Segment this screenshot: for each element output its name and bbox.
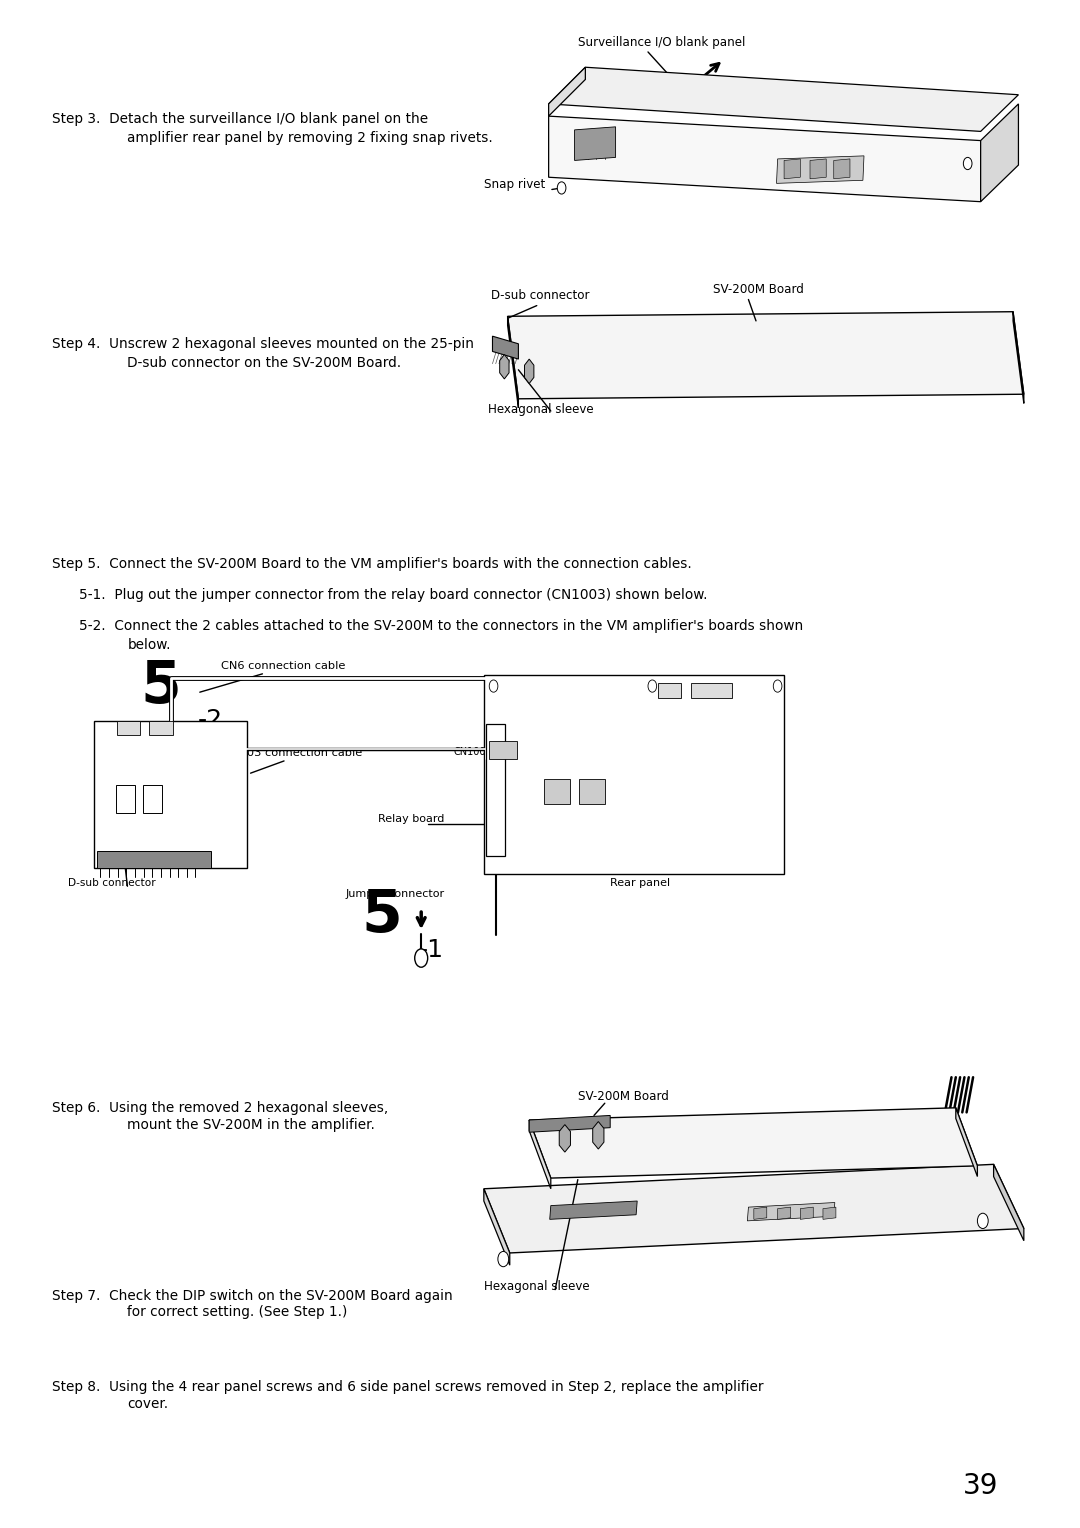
Polygon shape	[823, 1207, 836, 1219]
Polygon shape	[529, 1120, 551, 1189]
Polygon shape	[994, 1164, 1024, 1241]
Polygon shape	[777, 156, 864, 183]
Text: for correct setting. (See Step 1.): for correct setting. (See Step 1.)	[127, 1305, 348, 1319]
Text: Step 3.  Detach the surveillance I/O blank panel on the: Step 3. Detach the surveillance I/O blan…	[52, 112, 428, 125]
Text: D-sub connector: D-sub connector	[491, 289, 590, 303]
Text: D-sub connector: D-sub connector	[68, 879, 156, 888]
Text: SV-200M Board: SV-200M Board	[713, 283, 804, 296]
Text: 5-1.  Plug out the jumper connector from the relay board connector (CN1003) show: 5-1. Plug out the jumper connector from …	[79, 588, 707, 602]
Text: -2: -2	[198, 709, 222, 732]
Polygon shape	[800, 1207, 813, 1219]
Text: CN8: CN8	[579, 799, 599, 808]
Bar	[117, 721, 140, 735]
Polygon shape	[508, 316, 518, 408]
Bar	[544, 779, 570, 804]
Bar	[691, 683, 732, 698]
Text: Step 6.  Using the removed 2 hexagonal sleeves,: Step 6. Using the removed 2 hexagonal sl…	[52, 1102, 388, 1115]
Text: Step 7.  Check the DIP switch on the SV-200M Board again: Step 7. Check the DIP switch on the SV-2…	[52, 1288, 453, 1302]
Bar	[484, 675, 784, 874]
Polygon shape	[549, 67, 1018, 131]
Text: Snap rivet: Snap rivet	[484, 177, 545, 191]
Bar	[486, 724, 505, 856]
Bar	[489, 741, 517, 759]
Text: 5: 5	[140, 659, 181, 715]
Text: SV-200M Board: SV-200M Board	[133, 814, 214, 824]
Text: Relay board: Relay board	[378, 814, 444, 824]
Text: Surveillance I/O blank panel: Surveillance I/O blank panel	[578, 35, 745, 49]
Bar	[116, 785, 135, 813]
Text: CN6: CN6	[544, 799, 565, 808]
Circle shape	[489, 680, 498, 692]
Polygon shape	[529, 1108, 977, 1178]
Polygon shape	[810, 159, 826, 179]
Bar	[579, 779, 605, 804]
Text: 39: 39	[963, 1473, 998, 1500]
Polygon shape	[956, 1108, 977, 1177]
Text: Hexagonal sleeve: Hexagonal sleeve	[484, 1279, 590, 1293]
Text: Rear panel: Rear panel	[610, 879, 671, 888]
Text: cover.: cover.	[127, 1397, 168, 1410]
Bar	[143, 785, 162, 813]
Text: CN1003 connection cable: CN1003 connection cable	[216, 749, 362, 758]
Text: 5: 5	[362, 888, 403, 944]
Circle shape	[773, 680, 782, 692]
Text: amplifier rear panel by removing 2 fixing snap rivets.: amplifier rear panel by removing 2 fixin…	[127, 131, 494, 145]
Text: below.: below.	[127, 637, 171, 651]
Bar	[658, 683, 681, 698]
Text: CN6 connection cable: CN6 connection cable	[221, 662, 346, 671]
Circle shape	[415, 949, 428, 967]
Polygon shape	[529, 1115, 610, 1132]
Polygon shape	[492, 336, 518, 359]
Polygon shape	[1013, 312, 1024, 403]
Text: 5-2.  Connect the 2 cables attached to the SV-200M to the connectors in the VM a: 5-2. Connect the 2 cables attached to th…	[79, 619, 804, 633]
Text: Jumper connector: Jumper connector	[346, 889, 445, 898]
Polygon shape	[754, 1207, 767, 1219]
Polygon shape	[778, 1207, 791, 1219]
Polygon shape	[550, 1201, 637, 1219]
Polygon shape	[834, 159, 850, 179]
Text: Hexagonal sleeve: Hexagonal sleeve	[488, 402, 594, 416]
Polygon shape	[747, 1203, 835, 1221]
Polygon shape	[981, 104, 1018, 202]
Polygon shape	[549, 67, 585, 116]
Circle shape	[963, 157, 972, 170]
Polygon shape	[508, 312, 1024, 399]
Text: D-sub connector on the SV-200M Board.: D-sub connector on the SV-200M Board.	[127, 356, 402, 370]
Circle shape	[977, 1213, 988, 1229]
Text: mount the SV-200M in the amplifier.: mount the SV-200M in the amplifier.	[127, 1118, 376, 1132]
Text: Step 8.  Using the 4 rear panel screws and 6 side panel screws removed in Step 2: Step 8. Using the 4 rear panel screws an…	[52, 1380, 764, 1394]
Circle shape	[498, 1251, 509, 1267]
Text: -1: -1	[419, 938, 444, 961]
Polygon shape	[500, 354, 509, 379]
Bar	[94, 721, 247, 868]
Polygon shape	[784, 159, 800, 179]
Bar	[97, 851, 211, 868]
Circle shape	[557, 182, 566, 194]
Bar	[149, 721, 173, 735]
Polygon shape	[559, 1125, 570, 1152]
Polygon shape	[525, 359, 534, 384]
Polygon shape	[484, 1189, 510, 1265]
Polygon shape	[593, 1122, 604, 1149]
Text: Step 4.  Unscrew 2 hexagonal sleeves mounted on the 25-pin: Step 4. Unscrew 2 hexagonal sleeves moun…	[52, 338, 474, 351]
Text: SV-200M Board: SV-200M Board	[578, 1089, 669, 1103]
Text: CN1003: CN1003	[454, 747, 492, 756]
Circle shape	[648, 680, 657, 692]
Polygon shape	[549, 116, 981, 202]
Polygon shape	[484, 1164, 1024, 1253]
Polygon shape	[575, 127, 616, 160]
Text: Step 5.  Connect the SV-200M Board to the VM amplifier's boards with the connect: Step 5. Connect the SV-200M Board to the…	[52, 556, 691, 570]
